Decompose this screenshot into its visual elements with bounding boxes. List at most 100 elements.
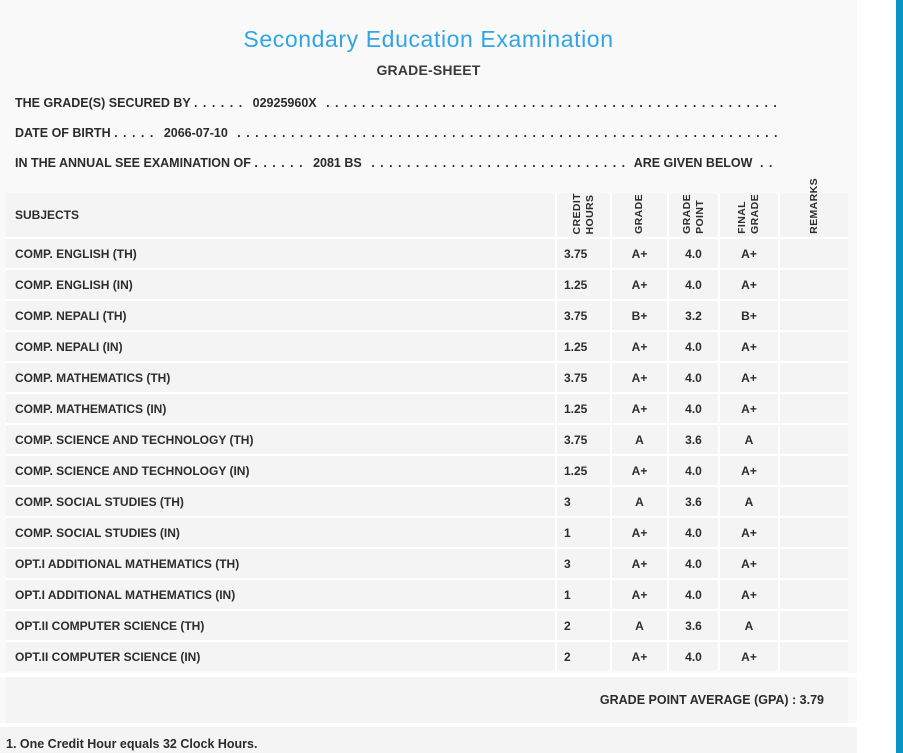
right-white-gutter [857, 0, 896, 753]
grade-cell: A+ [612, 332, 667, 361]
are-given-below-label: ARE GIVEN BELOW [633, 156, 753, 170]
remarks-cell [780, 580, 848, 609]
subject-cell: COMP. SCIENCE AND TECHNOLOGY (TH) [6, 425, 555, 454]
final-grade-value: A [744, 494, 754, 509]
column-header-credit-hours: CREDIT HOURS [557, 193, 610, 237]
final-grade-value: A [744, 432, 754, 447]
grade-cell: A+ [612, 363, 667, 392]
gpa-row: GRADE POINT AVERAGE (GPA) : 3.79 [6, 677, 848, 723]
grade-point-cell: 3.6 [669, 487, 718, 516]
grade-point-value: 4.0 [685, 277, 702, 292]
grades-table: SUBJECTS CREDIT HOURS GRADE GRADE POINT … [6, 178, 848, 671]
credit-hours-cell: 2 [557, 642, 610, 671]
column-header-grade: GRADE [612, 193, 667, 237]
grade-value: A+ [631, 556, 648, 571]
dotted-filler: . . . [759, 156, 777, 170]
final-grade-cell: A [720, 425, 778, 454]
subject-cell: COMP. ENGLISH (TH) [6, 239, 555, 268]
credit-hours-value: 1.25 [564, 401, 588, 416]
grade-point-cell: 4.0 [669, 580, 718, 609]
grade-cell: A+ [612, 394, 667, 423]
grades-secured-label: THE GRADE(S) SECURED BY [15, 96, 191, 110]
remarks-cell [780, 270, 848, 299]
accent-bar [896, 0, 903, 753]
credit-hours-cell: 3.75 [557, 301, 610, 330]
credit-hours-cell: 3.75 [557, 363, 610, 392]
grade-point-value: 4.0 [685, 525, 702, 540]
credit-hours-value: 3.75 [564, 308, 588, 323]
grade-point-header-label: GRADE POINT [680, 194, 706, 234]
final-grade-cell: B+ [720, 301, 778, 330]
remarks-cell [780, 301, 848, 330]
credit-hours-cell: 3 [557, 549, 610, 578]
subject-label: COMP. SOCIAL STUDIES (TH) [15, 494, 184, 509]
grade-point-value: 3.6 [685, 618, 702, 633]
remarks-cell [780, 518, 848, 547]
grade-point-cell: 4.0 [669, 363, 718, 392]
grade-value: A [635, 618, 644, 633]
grade-cell: A+ [612, 642, 667, 671]
remarks-header-label: REMARKS [807, 178, 820, 234]
grade-point-cell: 3.2 [669, 301, 718, 330]
grade-point-value: 3.2 [685, 308, 702, 323]
final-grade-cell: A+ [720, 394, 778, 423]
credit-hours-value: 2 [564, 618, 571, 633]
grade-point-value: 4.0 [685, 463, 702, 478]
credit-hours-cell: 1.25 [557, 270, 610, 299]
subject-cell: OPT.II COMPUTER SCIENCE (IN) [6, 642, 555, 671]
grade-value: A+ [631, 277, 648, 292]
grade-cell: A+ [612, 580, 667, 609]
grade-value: A+ [631, 401, 648, 416]
info-line-examination: IN THE ANNUAL SEE EXAMINATION OF . . . .… [15, 155, 777, 171]
grade-point-value: 4.0 [685, 556, 702, 571]
credit-hours-value: 1 [564, 587, 571, 602]
final-grade-value: A+ [741, 649, 757, 664]
subject-label: COMP. MATHEMATICS (TH) [15, 370, 171, 385]
grade-point-cell: 4.0 [669, 518, 718, 547]
grade-value: A+ [631, 370, 648, 385]
final-grade-value: A+ [741, 246, 757, 261]
column-header-subjects: SUBJECTS [6, 193, 555, 237]
grade-value: A+ [631, 246, 648, 261]
subject-cell: COMP. ENGLISH (IN) [6, 270, 555, 299]
credit-hours-value: 3.75 [564, 432, 588, 447]
grade-point-value: 3.6 [685, 432, 702, 447]
dotted-filler: . . . . . . . . . . . . . . . . . . . . … [371, 156, 627, 170]
dotted-filler: . . . . . . . . . . . . . . . . . . . . … [237, 126, 777, 140]
final-grade-value: A+ [741, 587, 757, 602]
grade-cell: A [612, 487, 667, 516]
footnote: 1. One Credit Hour equals 32 Clock Hours… [6, 737, 258, 751]
subject-label: COMP. ENGLISH (IN) [15, 277, 133, 292]
remarks-cell [780, 363, 848, 392]
subject-cell: OPT.I ADDITIONAL MATHEMATICS (TH) [6, 549, 555, 578]
date-of-birth-value: 2066-07-10 [163, 126, 228, 140]
credit-hours-value: 3 [564, 494, 571, 509]
column-header-grade-point: GRADE POINT [669, 193, 718, 237]
symbol-number-value: 02925960X [252, 96, 317, 110]
grade-point-cell: 4.0 [669, 394, 718, 423]
credit-hours-cell: 1.25 [557, 394, 610, 423]
credit-hours-cell: 3.75 [557, 425, 610, 454]
grade-value: A+ [631, 587, 648, 602]
final-grade-cell: A+ [720, 580, 778, 609]
subject-cell: OPT.I ADDITIONAL MATHEMATICS (IN) [6, 580, 555, 609]
column-header-final-grade: FINAL GRADE [720, 193, 778, 237]
remarks-cell [780, 425, 848, 454]
credit-hours-value: 1.25 [564, 277, 588, 292]
grade-point-value: 4.0 [685, 401, 702, 416]
subject-label: COMP. SOCIAL STUDIES (IN) [15, 525, 180, 540]
final-grade-value: A+ [741, 370, 757, 385]
remarks-cell [780, 394, 848, 423]
subject-cell: COMP. NEPALI (IN) [6, 332, 555, 361]
dotted-filler: . . . . . . [254, 156, 304, 170]
credit-hours-value: 3 [564, 556, 571, 571]
credit-hours-value: 1.25 [564, 339, 588, 354]
final-grade-header-label: FINAL GRADE [736, 194, 761, 234]
page-subtitle: GRADE-SHEET [376, 62, 481, 78]
subject-label: OPT.II COMPUTER SCIENCE (TH) [15, 618, 205, 633]
subject-cell: COMP. MATHEMATICS (TH) [6, 363, 555, 392]
page-title: Secondary Education Examination [243, 26, 614, 52]
grade-point-cell: 4.0 [669, 549, 718, 578]
grade-cell: A+ [612, 270, 667, 299]
credit-hours-cell: 1.25 [557, 456, 610, 485]
